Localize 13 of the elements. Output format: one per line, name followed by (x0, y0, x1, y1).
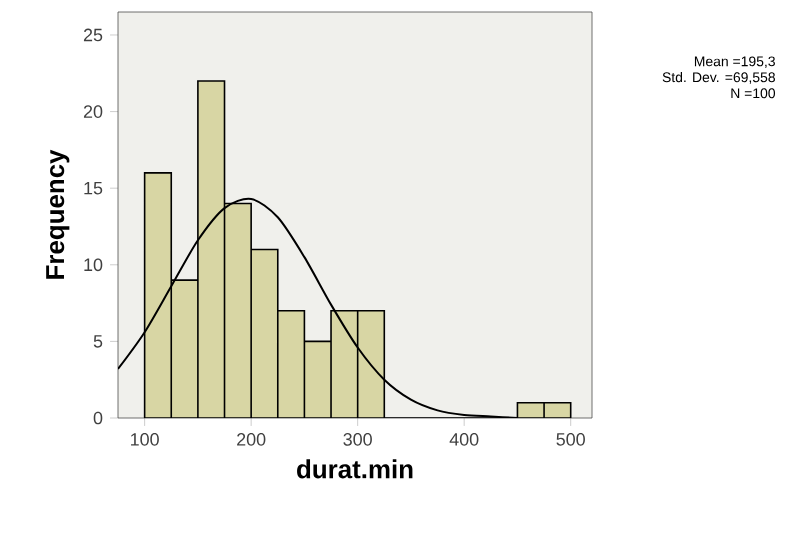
y-axis-title: Frequency (46, 149, 70, 279)
y-tick-label: 20 (83, 105, 103, 118)
x-tick-label: 100 (131, 433, 159, 446)
x-axis-title: durat.min (297, 459, 413, 479)
y-tick-label: 0 (93, 411, 103, 425)
x-tick-label: 400 (449, 433, 479, 446)
y-tick-label: 5 (93, 335, 103, 348)
y-tick-label: 10 (84, 258, 103, 272)
x-tick-label: 200 (237, 433, 266, 446)
y-tick-label: 15 (84, 181, 103, 195)
y-tick-label: 25 (83, 28, 103, 42)
x-tick-label: 500 (556, 433, 585, 446)
x-tick-label: 300 (343, 433, 372, 446)
